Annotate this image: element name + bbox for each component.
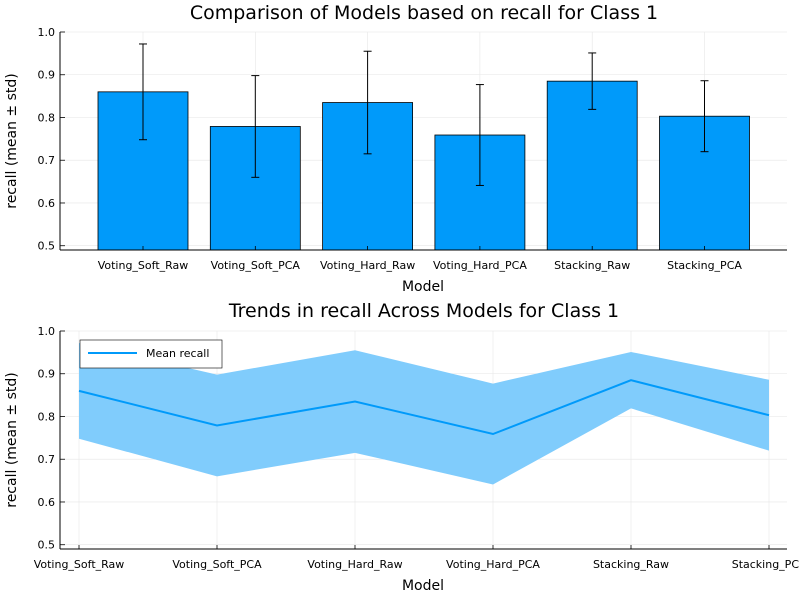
bar-ytick-label: 0.6 xyxy=(38,197,56,210)
bar-chart-title: Comparison of Models based on recall for… xyxy=(190,2,658,24)
line-ytick-label: 0.9 xyxy=(38,368,56,381)
bar-xtick-label: Stacking_Raw xyxy=(554,259,630,272)
line-xtick-label: Voting_Hard_Raw xyxy=(307,558,402,571)
bar-ytick-label: 0.7 xyxy=(38,154,56,167)
line-xtick-label: Voting_Soft_PCA xyxy=(172,558,262,571)
std-band xyxy=(79,342,769,485)
mean-recall-line xyxy=(78,379,770,436)
bar-xtick-label: Stacking_PCA xyxy=(667,259,742,272)
line-chart-title: Trends in recall Across Models for Class… xyxy=(228,300,619,322)
line-ytick-label: 0.8 xyxy=(38,410,56,423)
bar-chart-axes: 0.5 0.6 0.7 0.8 0.9 1.0 Voting_Soft_Raw Voting_… xyxy=(38,26,787,272)
bar-chart-bars xyxy=(97,43,750,251)
bar-xtick-label: Voting_Soft_Raw xyxy=(98,259,189,272)
line-xtick-label: Voting_Soft_Raw xyxy=(34,558,125,571)
bar-xtick-label: Voting_Soft_PCA xyxy=(211,259,301,272)
line-xtick-label: Stacking_PC xyxy=(732,558,800,571)
line-xtick-label: Stacking_Raw xyxy=(593,558,669,571)
bar-ytick-label: 1.0 xyxy=(38,26,56,39)
bar-chart-ylabel: recall (mean ± std) xyxy=(4,73,20,209)
line-ytick-label: 0.6 xyxy=(38,496,56,509)
legend-label: Mean recall xyxy=(146,347,209,360)
bar-xtick-label: Voting_Hard_PCA xyxy=(433,259,527,272)
line-xtick-label: Voting_Hard_PCA xyxy=(446,558,540,571)
line-ytick-label: 0.5 xyxy=(38,539,56,552)
bar-chart: Comparison of Models based on recall for… xyxy=(4,2,787,295)
line-ytick-label: 0.7 xyxy=(38,453,56,466)
bar-ytick-label: 0.9 xyxy=(38,69,56,82)
line-ytick-label: 1.0 xyxy=(38,325,56,338)
line-chart-series xyxy=(78,342,770,485)
bar-ytick-label: 0.8 xyxy=(38,111,56,124)
line-chart: Trends in recall Across Models for Class… xyxy=(4,300,799,594)
bar-ytick-label: 0.5 xyxy=(38,240,56,253)
bar-chart-xlabel: Model xyxy=(402,279,444,295)
legend: Mean recall xyxy=(79,339,223,369)
line-chart-xlabel: Model xyxy=(402,578,444,594)
legend-box xyxy=(79,339,223,369)
bar-xtick-label: Voting_Hard_Raw xyxy=(320,259,415,272)
line-chart-ylabel: recall (mean ± std) xyxy=(4,372,20,508)
line-chart-axes: 0.5 0.6 0.7 0.8 0.9 1.0 Voting_Soft_Raw Voting_… xyxy=(34,325,800,571)
